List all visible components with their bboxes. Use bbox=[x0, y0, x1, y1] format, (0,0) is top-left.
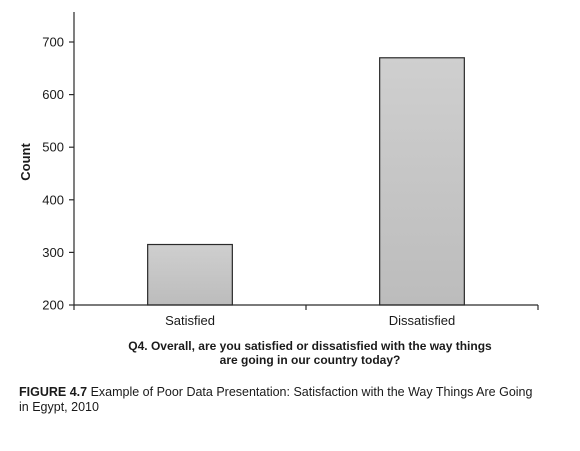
figure-caption-label: FIGURE 4.7 bbox=[19, 385, 88, 399]
bar-dissatisfied bbox=[379, 57, 465, 306]
y-axis-label: Count bbox=[18, 143, 33, 181]
figure-caption: FIGURE 4.7 Example of Poor Data Presenta… bbox=[19, 385, 539, 415]
y-tick-label-400: 400 bbox=[42, 192, 64, 207]
y-tick-label-700: 700 bbox=[42, 35, 64, 50]
y-tick-label-200: 200 bbox=[42, 298, 64, 313]
y-tick-label-300: 300 bbox=[42, 245, 64, 260]
bar-satisfied bbox=[147, 243, 233, 306]
x-tick-label-satisfied: Satisfied bbox=[165, 313, 215, 328]
bar-chart: Satisfied Dissatisfied200300400500600700 … bbox=[18, 12, 539, 328]
x-axis-title: Q4. Overall, are you satisfied or dissat… bbox=[80, 339, 540, 367]
y-tick-label-600: 600 bbox=[42, 87, 64, 102]
x-axis-title-line-1: Q4. Overall, are you satisfied or dissat… bbox=[128, 339, 492, 353]
x-tick-label-dissatisfied: Dissatisfied bbox=[389, 313, 455, 328]
figure-caption-text: Example of Poor Data Presentation: Satis… bbox=[19, 385, 533, 414]
x-axis-title-line-2: are going in our country today? bbox=[219, 353, 401, 367]
y-tick-label-500: 500 bbox=[42, 140, 64, 155]
